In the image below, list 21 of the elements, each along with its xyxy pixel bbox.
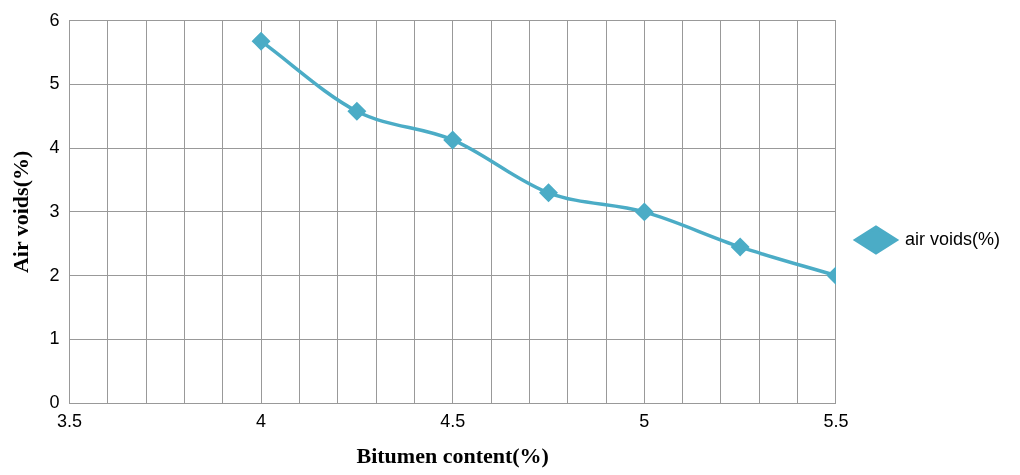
y-tick-label: 6 [49, 9, 60, 30]
y-tick-label: 1 [49, 328, 60, 349]
point [635, 203, 654, 221]
point [252, 32, 270, 50]
y-tick-label: 3 [49, 200, 60, 221]
y-tick-label: 2 [49, 264, 60, 285]
y-tick-label: 0 [49, 391, 60, 412]
x-tick-label: 3.5 [56, 410, 82, 431]
y-tick-label: 4 [49, 137, 60, 158]
point [348, 102, 366, 120]
x-tick-label: 4.5 [440, 410, 466, 431]
x-tick-label: 5 [639, 410, 650, 431]
y-tick-label: 5 [49, 73, 60, 94]
y-axis-title: Air voids(%) [7, 150, 33, 274]
legend-label: air voids(%) [904, 228, 1001, 249]
point [539, 184, 558, 202]
x-tick-label: 4 [256, 410, 267, 431]
x-axis-title: Bitumen content(%) [356, 443, 549, 469]
point [443, 131, 462, 149]
point [731, 238, 749, 256]
x-tick-label: 5.5 [823, 410, 849, 431]
